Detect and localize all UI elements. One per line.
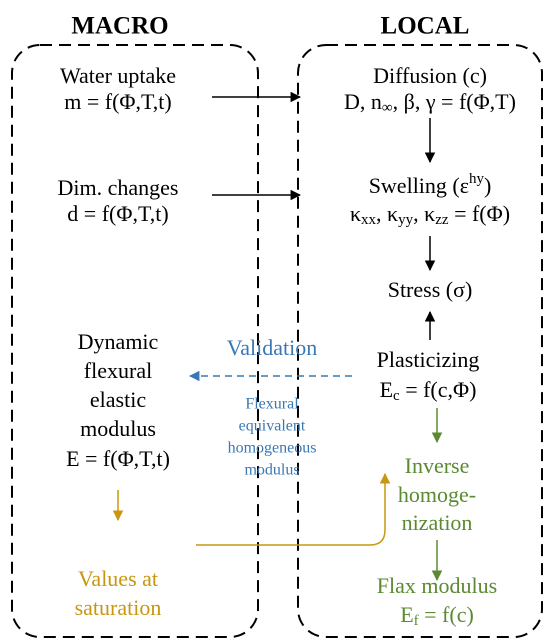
local-title: LOCAL: [381, 13, 470, 40]
text-part: , β, γ = f(Φ,T): [393, 89, 516, 114]
subscript: yy: [398, 212, 414, 228]
label: Diffusion (c): [373, 63, 487, 88]
label: κxx, κyy, κzz = f(Φ): [350, 201, 510, 228]
text-part: κ: [350, 201, 361, 226]
subscript: ∞: [382, 100, 393, 116]
label: homogeneous: [228, 440, 317, 457]
text-part: = f(c): [419, 602, 474, 627]
text-part: = f(c,Φ): [400, 377, 477, 402]
text-part: , κ: [413, 201, 435, 226]
label: Dynamic: [78, 329, 159, 354]
label: nization: [402, 510, 473, 535]
subscript: zz: [435, 212, 449, 228]
text-part: Swelling (ε: [369, 173, 469, 198]
superscript: hy: [469, 171, 485, 187]
label: homoge-: [398, 482, 476, 507]
label: modulus: [244, 462, 299, 479]
subscript: xx: [361, 212, 377, 228]
text-part: ): [484, 173, 491, 198]
label: Inverse: [405, 453, 470, 478]
label: m = f(Φ,T,t): [64, 89, 172, 114]
label: Stress (σ): [388, 277, 473, 302]
label: modulus: [80, 416, 156, 441]
label: saturation: [75, 595, 162, 620]
label: Ec = f(c,Φ): [380, 377, 477, 404]
text-part: E: [380, 377, 393, 402]
label: E = f(Φ,T,t): [66, 446, 170, 471]
label: equivalent: [239, 418, 306, 435]
macro-box: [11, 44, 259, 638]
arrows: [112, 91, 443, 582]
label: Swelling (εhy): [369, 171, 492, 198]
label: D, n∞, β, γ = f(Φ,T): [344, 89, 516, 116]
label: d = f(Φ,T,t): [67, 201, 168, 226]
label: Flexural: [245, 396, 299, 413]
label: Water uptake: [60, 63, 176, 88]
label: flexural: [84, 358, 152, 383]
local-box: [297, 44, 543, 638]
text-part: , κ: [376, 201, 398, 226]
subscript: f: [414, 613, 419, 629]
subscript: c: [393, 388, 400, 404]
text-part: D, n: [344, 89, 382, 114]
label: Dim. changes: [58, 175, 179, 200]
label: Values at: [78, 566, 158, 591]
text-part: E: [400, 602, 413, 627]
label: Flax modulus: [377, 573, 497, 598]
text-part: = f(Φ): [449, 201, 510, 226]
macro-title: MACRO: [71, 13, 168, 40]
label: Plasticizing: [377, 347, 480, 372]
label: elastic: [90, 387, 146, 412]
label: Validation: [227, 335, 317, 360]
label: Ef = f(c): [400, 602, 474, 629]
